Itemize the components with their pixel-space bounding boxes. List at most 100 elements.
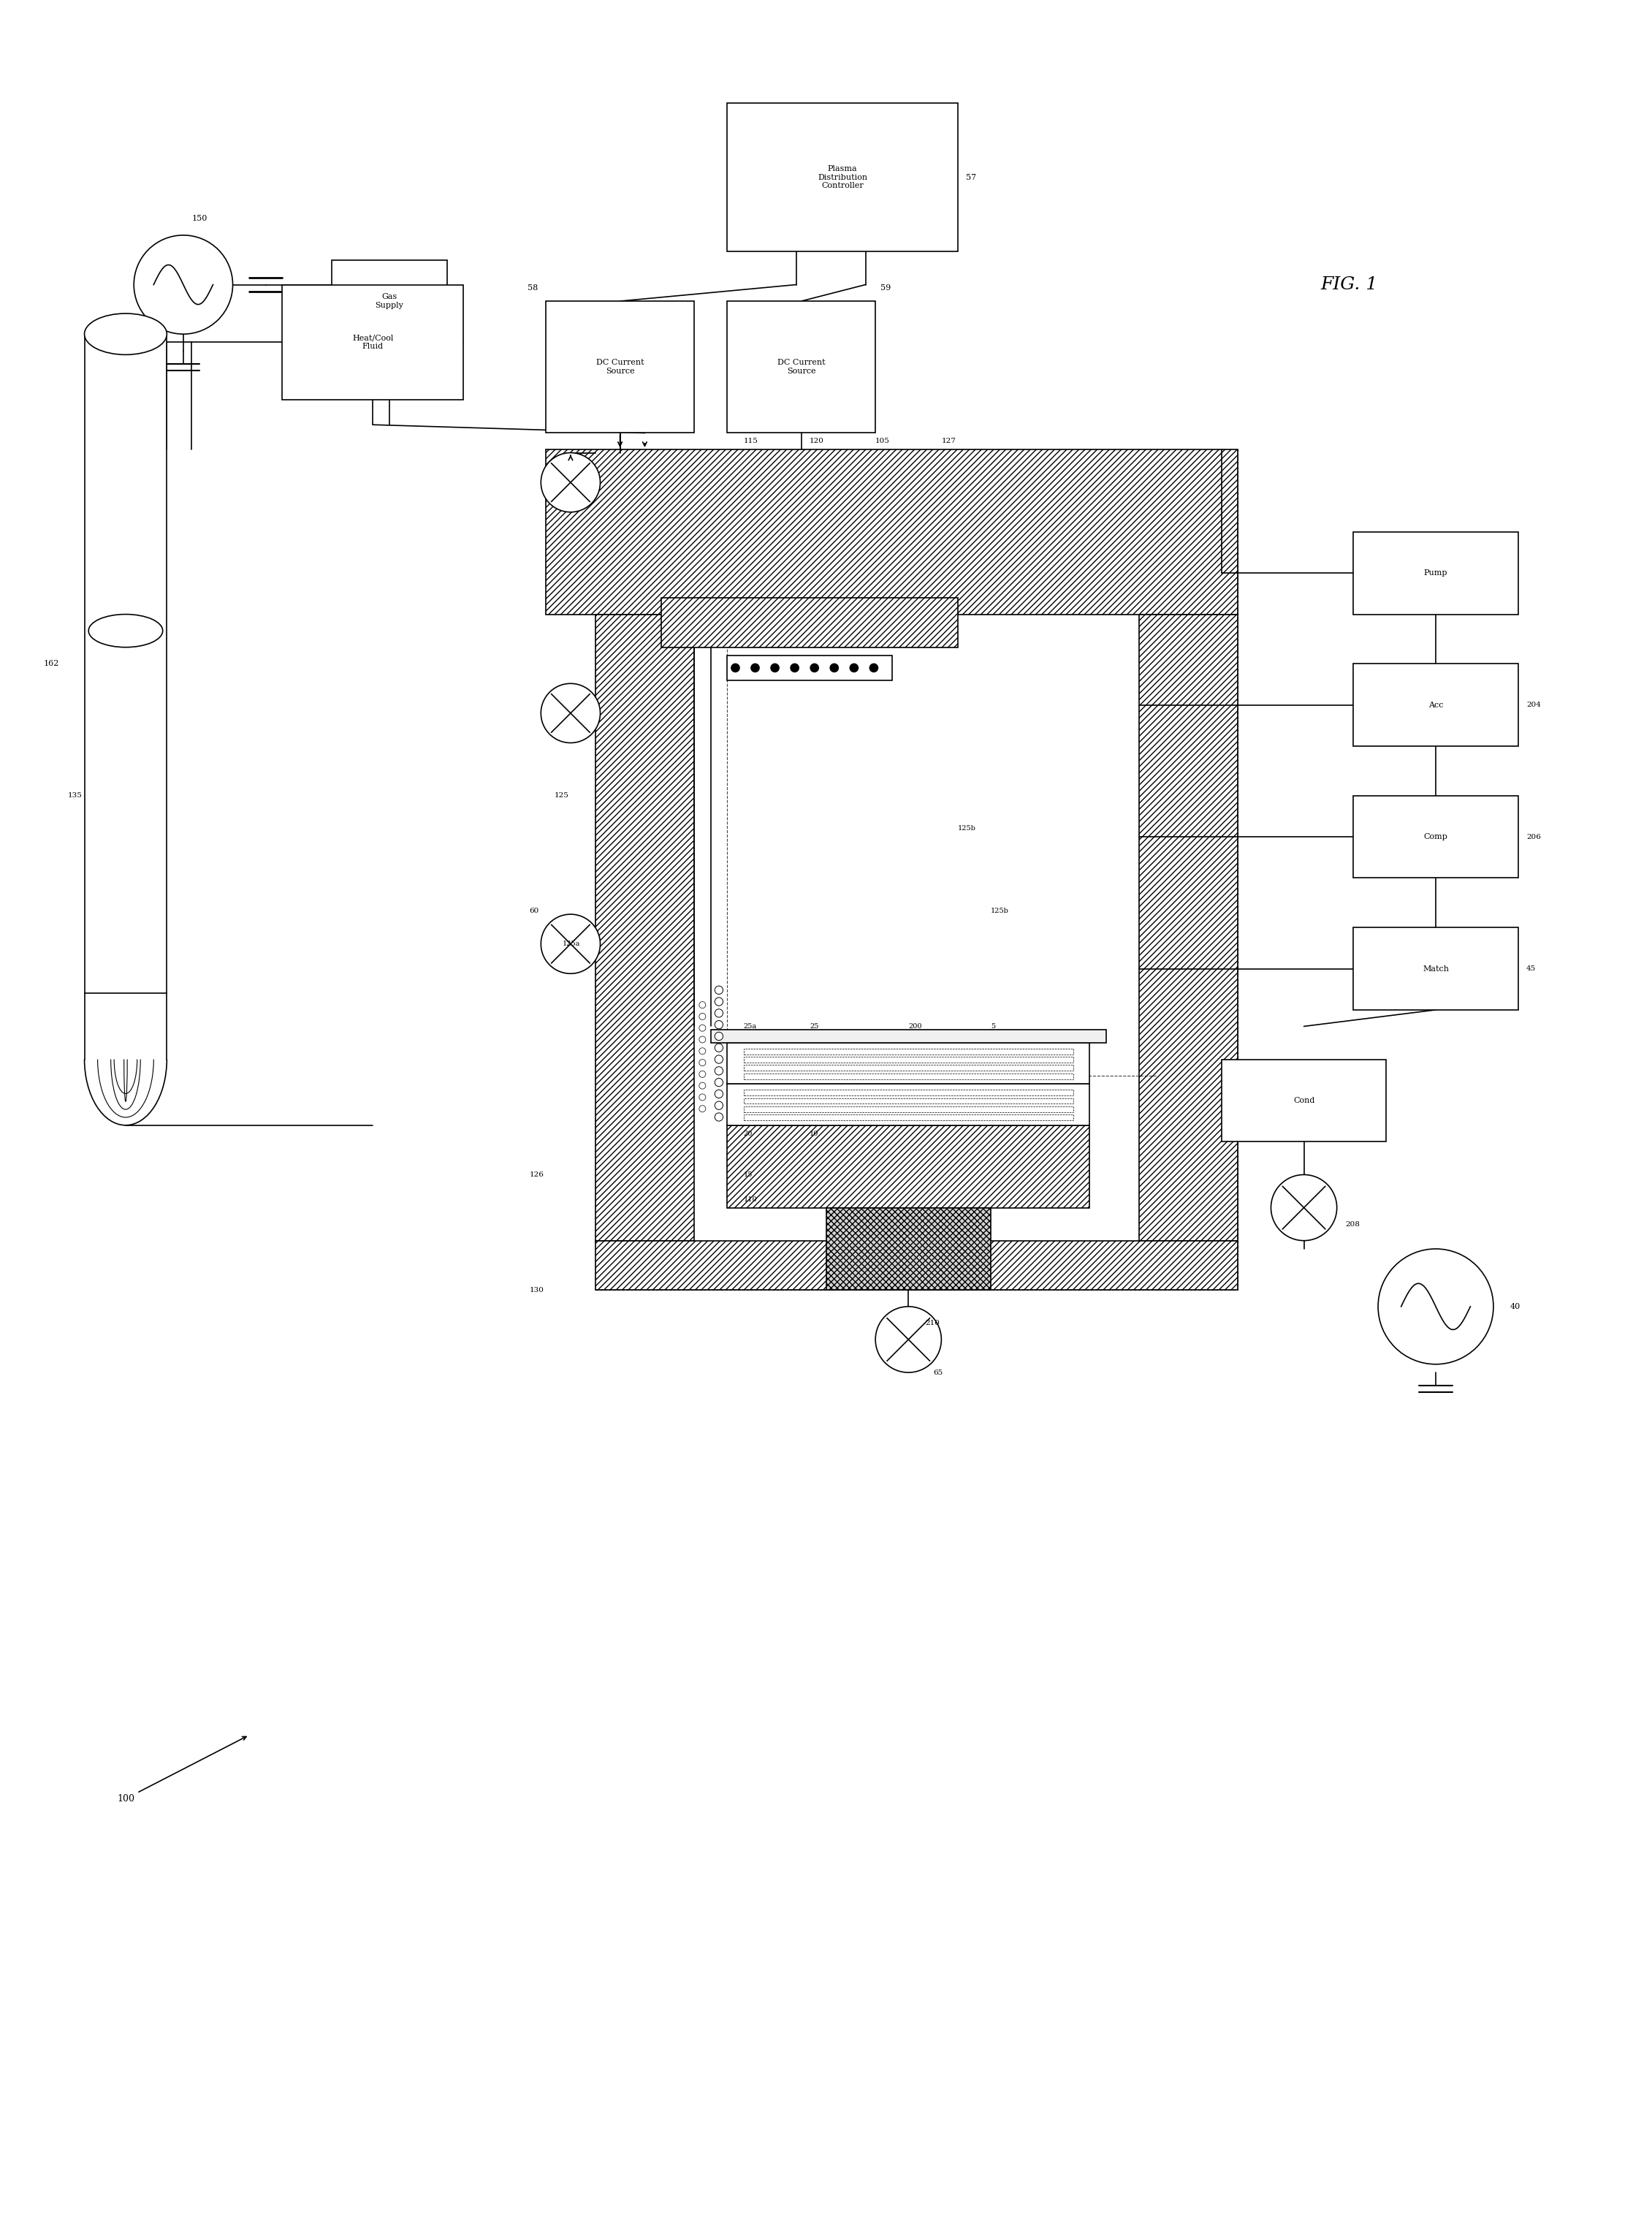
Circle shape bbox=[715, 1054, 724, 1063]
Circle shape bbox=[715, 1032, 724, 1041]
Circle shape bbox=[699, 1014, 705, 1019]
Text: 5: 5 bbox=[991, 1023, 995, 1030]
Text: 208: 208 bbox=[1345, 1220, 1360, 1226]
Text: 126: 126 bbox=[529, 1171, 544, 1177]
Text: 58: 58 bbox=[527, 284, 537, 293]
Circle shape bbox=[791, 663, 800, 672]
Bar bbox=[727, 1126, 1090, 1209]
Circle shape bbox=[134, 235, 233, 335]
Text: 65: 65 bbox=[933, 1369, 943, 1376]
Bar bbox=[727, 1043, 1090, 1083]
Circle shape bbox=[1270, 1175, 1336, 1240]
Bar bbox=[84, 335, 167, 994]
Circle shape bbox=[699, 1070, 705, 1077]
Text: 135: 135 bbox=[68, 793, 83, 800]
Circle shape bbox=[699, 1025, 705, 1032]
Bar bbox=[545, 449, 1237, 614]
Text: 110: 110 bbox=[743, 1195, 757, 1202]
Text: 206: 206 bbox=[1526, 833, 1541, 840]
Text: 25: 25 bbox=[809, 1023, 818, 1030]
Circle shape bbox=[1378, 1249, 1493, 1365]
Text: 130: 130 bbox=[529, 1287, 544, 1293]
Bar bbox=[1140, 614, 1237, 1240]
Text: 200: 200 bbox=[909, 1023, 922, 1030]
Bar bbox=[727, 1083, 1090, 1126]
Text: 125b: 125b bbox=[991, 907, 1009, 914]
Circle shape bbox=[715, 1113, 724, 1121]
Ellipse shape bbox=[89, 614, 162, 648]
Bar bbox=[710, 1030, 1107, 1043]
Bar bbox=[743, 1090, 1074, 1095]
Circle shape bbox=[811, 663, 819, 672]
Circle shape bbox=[869, 663, 877, 672]
Circle shape bbox=[829, 663, 838, 672]
Bar bbox=[826, 1209, 991, 1289]
Text: Plasma
Distribution
Controller: Plasma Distribution Controller bbox=[818, 165, 867, 190]
Text: 60: 60 bbox=[529, 907, 539, 914]
Text: 150: 150 bbox=[192, 214, 206, 223]
Circle shape bbox=[699, 1059, 705, 1066]
Bar bbox=[595, 614, 694, 1240]
Circle shape bbox=[876, 1307, 942, 1372]
Circle shape bbox=[732, 663, 740, 672]
Text: 210: 210 bbox=[925, 1320, 940, 1327]
Bar bbox=[1140, 614, 1237, 1240]
Bar bbox=[1353, 663, 1518, 746]
Text: 125b: 125b bbox=[958, 824, 976, 831]
Text: 59: 59 bbox=[881, 284, 890, 293]
Circle shape bbox=[849, 663, 857, 672]
Bar bbox=[1353, 795, 1518, 878]
Bar bbox=[332, 259, 448, 342]
Bar bbox=[1353, 532, 1518, 614]
Circle shape bbox=[540, 454, 600, 512]
Text: Heat/Cool
Fluid: Heat/Cool Fluid bbox=[352, 335, 393, 351]
Text: 57: 57 bbox=[966, 174, 976, 181]
Text: 162: 162 bbox=[43, 659, 59, 668]
Circle shape bbox=[715, 1043, 724, 1052]
Bar bbox=[743, 1057, 1074, 1063]
Circle shape bbox=[715, 1021, 724, 1030]
Text: 105: 105 bbox=[876, 438, 890, 445]
Circle shape bbox=[771, 663, 780, 672]
Circle shape bbox=[699, 1001, 705, 1008]
Bar bbox=[727, 1126, 1090, 1209]
Bar bbox=[282, 284, 464, 400]
Circle shape bbox=[715, 1101, 724, 1110]
Circle shape bbox=[699, 1106, 705, 1113]
Text: 20: 20 bbox=[743, 1130, 753, 1137]
Text: 10: 10 bbox=[809, 1130, 818, 1137]
Circle shape bbox=[699, 1048, 705, 1054]
Bar bbox=[595, 614, 694, 1240]
Ellipse shape bbox=[84, 313, 167, 355]
Text: Cond: Cond bbox=[1294, 1097, 1315, 1104]
Bar bbox=[727, 103, 958, 252]
Circle shape bbox=[699, 1083, 705, 1088]
Circle shape bbox=[540, 684, 600, 744]
Bar bbox=[595, 1240, 1237, 1289]
Bar bbox=[595, 1240, 1237, 1289]
Bar bbox=[743, 1106, 1074, 1113]
Bar bbox=[743, 1099, 1074, 1104]
Circle shape bbox=[715, 1066, 724, 1075]
Bar bbox=[545, 449, 1237, 614]
Text: FIG. 1: FIG. 1 bbox=[1320, 277, 1378, 293]
Bar bbox=[743, 1048, 1074, 1054]
Circle shape bbox=[752, 663, 760, 672]
Bar bbox=[1221, 1059, 1386, 1142]
Bar bbox=[727, 655, 892, 679]
Bar bbox=[826, 1209, 991, 1289]
Text: 204: 204 bbox=[1526, 701, 1541, 708]
Text: 115: 115 bbox=[743, 438, 758, 445]
Bar bbox=[727, 302, 876, 433]
Text: DC Current
Source: DC Current Source bbox=[778, 360, 826, 375]
Bar bbox=[595, 449, 1237, 1289]
Circle shape bbox=[715, 985, 724, 994]
Text: Gas
Supply: Gas Supply bbox=[375, 293, 403, 308]
Bar bbox=[545, 302, 694, 433]
Text: Comp: Comp bbox=[1424, 833, 1447, 840]
Text: 40: 40 bbox=[1510, 1302, 1520, 1309]
Circle shape bbox=[715, 999, 724, 1005]
Text: Pump: Pump bbox=[1424, 570, 1447, 576]
Text: 15: 15 bbox=[743, 1171, 753, 1177]
Circle shape bbox=[699, 1095, 705, 1101]
